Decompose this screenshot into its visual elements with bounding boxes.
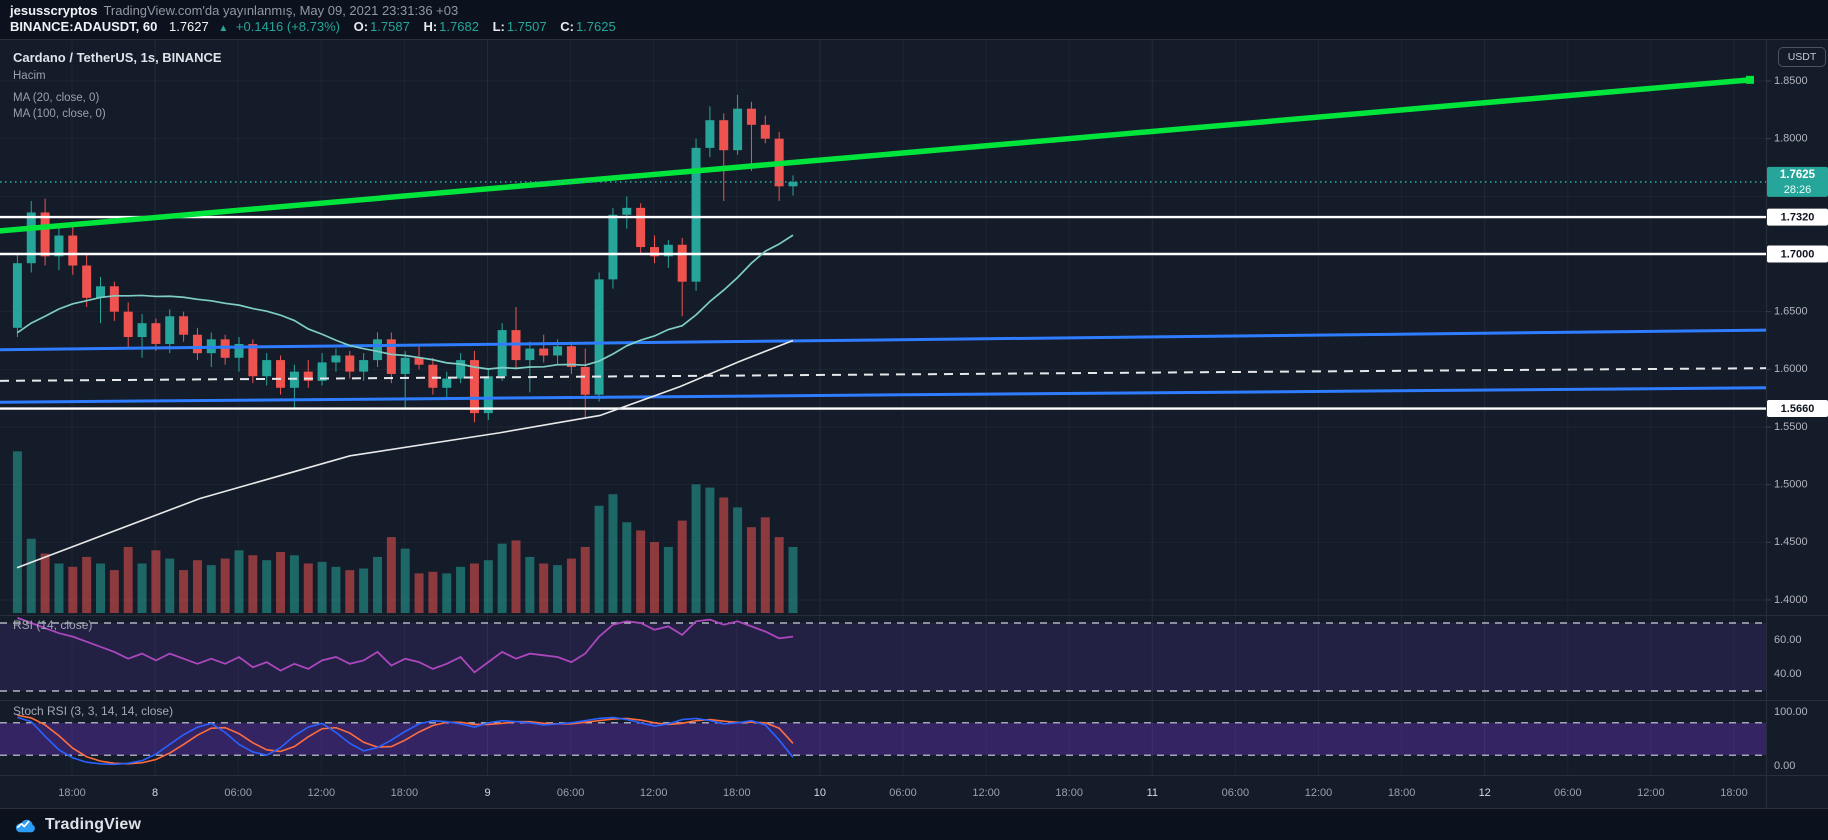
legend-ma100[interactable]: MA (100, close, 0) xyxy=(13,108,106,120)
price-level-badge-label: 1.5660 xyxy=(1781,403,1815,415)
tradingview-logo-icon[interactable] xyxy=(13,817,37,834)
low-value: 1.7507 xyxy=(506,19,547,34)
price-level-badge-label: 1.7000 xyxy=(1781,248,1815,260)
symbol-interval: BINANCE:ADAUSDT, 60 xyxy=(10,19,158,34)
current-price-badge-value: 1.7625 xyxy=(1780,169,1816,181)
current-price-badge xyxy=(1767,166,1828,197)
ma20-line xyxy=(16,234,794,370)
stoch-band xyxy=(0,722,1766,756)
tradingview-wordmark[interactable]: TradingView xyxy=(45,816,142,833)
time-axis-label: 06:00 xyxy=(557,787,585,799)
price-level-badge xyxy=(1767,245,1828,263)
current-price-countdown: 28:26 xyxy=(1784,184,1812,196)
time-axis-label: 06:00 xyxy=(224,787,252,799)
stoch-axis-label: 0.00 xyxy=(1774,760,1795,772)
price-axis-label: 1.8500 xyxy=(1774,75,1808,87)
time-axis-label: 12:00 xyxy=(1305,787,1333,799)
currency-toggle-button[interactable]: USDT xyxy=(1778,47,1826,67)
symbol-info-bar: BINANCE:ADAUSDT, 60 1.7627 ▲ +0.1416 (+8… xyxy=(10,19,616,34)
price-level-badge xyxy=(1767,400,1828,418)
trend-line-handle xyxy=(1746,75,1754,84)
time-axis-label: 12:00 xyxy=(308,787,336,799)
time-axis-label: 10 xyxy=(814,787,826,799)
time-axis-label: 18:00 xyxy=(1388,787,1416,799)
author-name[interactable]: jesusscryptos xyxy=(10,3,98,18)
time-axis-label: 18:00 xyxy=(391,787,419,799)
rsi-axis-label: 40.00 xyxy=(1774,668,1802,680)
publish-info: TradingView.com'da yayınlanmış, May 09, … xyxy=(103,3,459,18)
time-axis-label: 12:00 xyxy=(640,787,668,799)
high-label: H: xyxy=(423,19,438,34)
price-level-badge xyxy=(1767,208,1828,226)
attribution-bar: jesusscryptos TradingView.com'da yayınlan… xyxy=(0,0,1828,38)
low-label: L: xyxy=(492,19,505,34)
time-axis-label: 12 xyxy=(1479,787,1491,799)
close-label: C: xyxy=(560,19,574,34)
price-axis-label: 1.5000 xyxy=(1774,479,1808,491)
close-value: 1.7625 xyxy=(575,19,616,34)
price-axis-label: 1.5500 xyxy=(1774,421,1808,433)
time-axis-label: 18:00 xyxy=(58,787,86,799)
time-axis-label: 06:00 xyxy=(1222,787,1250,799)
time-axis[interactable] xyxy=(0,776,1766,808)
open-label: O: xyxy=(353,19,369,34)
blue-level-line xyxy=(0,328,1767,352)
price-change: +0.1416 (+8.73%) xyxy=(235,19,340,34)
time-axis-label: 18:00 xyxy=(1055,787,1083,799)
time-axis-label: 8 xyxy=(152,787,158,799)
rsi-band xyxy=(0,623,1766,691)
time-axis-label: 18:00 xyxy=(1720,787,1748,799)
chart-background xyxy=(0,40,1828,808)
time-axis-label: 12:00 xyxy=(972,787,1000,799)
stoch-pane-label[interactable]: Stoch RSI (3, 3, 14, 14, close) xyxy=(13,704,174,718)
price-axis-label: 1.4500 xyxy=(1774,536,1808,548)
high-value: 1.7682 xyxy=(439,19,479,34)
time-axis-label: 06:00 xyxy=(889,787,917,799)
volume-bars xyxy=(12,451,798,613)
price-level-badge-label: 1.7320 xyxy=(1781,211,1815,223)
ma100-line xyxy=(16,339,794,569)
attribution-line: jesusscryptos TradingView.com'da yayınlan… xyxy=(10,3,458,18)
blue-level-line xyxy=(0,386,1767,404)
stoch-axis-label: 100.00 xyxy=(1774,706,1808,718)
trend-line xyxy=(0,77,1753,234)
grid-horizontal xyxy=(0,80,1766,601)
price-axis-label: 1.4000 xyxy=(1774,594,1808,606)
time-axis-label: 06:00 xyxy=(1554,787,1582,799)
legend-symbol-title[interactable]: Cardano / TetherUS, 1s, BINANCE xyxy=(13,50,222,65)
dashed-level-line xyxy=(0,367,1767,382)
rsi-axis-label: 60.00 xyxy=(1774,634,1802,646)
chart-legend: Cardano / TetherUS, 1s, BINANCE Hacim MA… xyxy=(13,50,222,120)
stoch-k-line xyxy=(17,716,794,766)
last-price: 1.7627 xyxy=(168,19,209,34)
time-axis-label: 12:00 xyxy=(1637,787,1665,799)
price-axis-label: 1.8000 xyxy=(1774,133,1808,145)
price-axis[interactable] xyxy=(1766,40,1828,808)
legend-ma20[interactable]: MA (20, close, 0) xyxy=(13,92,100,104)
legend-volume[interactable]: Hacim xyxy=(13,70,46,82)
rsi-pane-label[interactable]: RSI (14, close) xyxy=(13,618,93,632)
open-value: 1.7587 xyxy=(370,19,410,34)
chart-canvas[interactable] xyxy=(0,40,1766,775)
time-axis-label: 9 xyxy=(484,787,490,799)
up-arrow-icon: ▲ xyxy=(218,23,229,34)
price-axis-label: 1.6000 xyxy=(1774,363,1808,375)
footer-bar: TradingView xyxy=(0,810,1828,840)
time-axis-label: 11 xyxy=(1147,787,1158,799)
rsi-line xyxy=(17,617,794,674)
price-axis-label: 1.6500 xyxy=(1774,306,1808,318)
time-axis-label: 18:00 xyxy=(723,787,751,799)
candles xyxy=(12,94,798,423)
